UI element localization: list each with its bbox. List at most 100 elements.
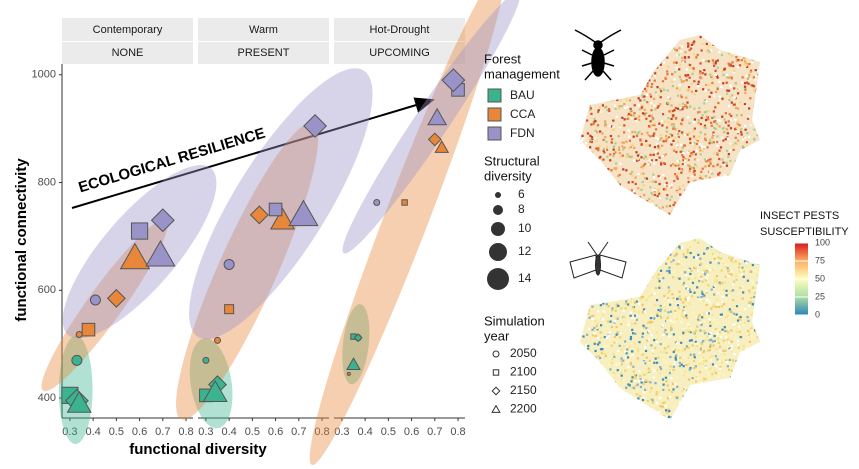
map-pixel: [624, 356, 627, 359]
map-pixel: [659, 133, 663, 137]
map-pixel: [676, 304, 680, 307]
map-pixel: [586, 101, 589, 104]
map-pixel: [715, 305, 718, 309]
map-pixel: [728, 347, 731, 350]
map-pixel: [740, 205, 743, 208]
map-pixel: [681, 119, 684, 122]
map-pixel: [703, 102, 706, 105]
map-pixel: [722, 303, 726, 306]
map-pixel: [713, 192, 716, 195]
map-pixel: [610, 299, 613, 302]
map-pixel: [741, 285, 745, 288]
map-pixel: [615, 35, 618, 36]
map-pixel: [741, 234, 743, 236]
map-pixel: [658, 238, 661, 239]
map-pixel: [580, 50, 582, 53]
colorbar-label: 25: [815, 291, 825, 301]
map-pixel: [649, 390, 652, 393]
map-pixel: [584, 304, 588, 307]
map-pixel: [744, 391, 747, 394]
colorbar-label: 75: [815, 255, 825, 265]
map-pixel: [679, 50, 682, 53]
map-pixel: [608, 125, 611, 128]
map-pixel: [728, 44, 731, 47]
map-pixel: [734, 365, 737, 368]
map-pixel: [643, 52, 646, 55]
map-pixel: [750, 184, 753, 187]
map-pixel: [627, 129, 630, 132]
map-pixel: [613, 167, 616, 170]
map-pixel: [666, 89, 669, 92]
map-pixel: [605, 190, 609, 193]
map-pixel: [703, 204, 707, 208]
map-pixel: [599, 110, 602, 113]
map-pixel: [710, 141, 713, 144]
map-pixel: [632, 370, 635, 373]
map-pixel: [640, 238, 643, 239]
map-pixel: [717, 376, 720, 379]
map-pixel: [655, 150, 658, 153]
map-pixel: [755, 274, 759, 277]
map-pixel: [722, 349, 725, 352]
map-pixel: [590, 397, 593, 400]
map-pixel: [630, 73, 633, 76]
map-pixel: [691, 175, 694, 178]
map-pixel: [664, 409, 668, 412]
map-pixel: [632, 135, 635, 138]
map-pixel: [649, 423, 651, 425]
map-pixel: [598, 187, 602, 191]
map-pixel: [645, 144, 648, 147]
map-pixel: [577, 294, 579, 296]
map-pixel: [690, 188, 693, 191]
map-pixel: [712, 165, 715, 168]
map-pixel: [733, 323, 736, 326]
map-pixel: [697, 315, 700, 318]
size-key: [491, 222, 505, 236]
map-pixel: [627, 114, 630, 117]
map-pixel: [600, 352, 604, 355]
map-pixel: [580, 255, 581, 258]
map-pixel: [755, 293, 758, 297]
map-pixel: [581, 377, 584, 380]
map-pixel: [665, 138, 668, 141]
map-pixel: [685, 213, 688, 215]
map-pixel: [681, 390, 684, 393]
map-pixel: [678, 364, 681, 368]
map-pixel: [642, 157, 646, 160]
map-pixel: [739, 286, 742, 289]
map-pixel: [620, 212, 623, 215]
strip-label: Contemporary: [93, 24, 163, 36]
map-pixel: [690, 269, 693, 272]
map-pixel: [704, 175, 707, 178]
map-pixel: [734, 275, 738, 278]
map-pixel: [597, 316, 600, 319]
map-pixel: [693, 173, 696, 176]
map-pixel: [696, 53, 699, 57]
map-pixel: [673, 349, 677, 352]
map-pixel: [659, 350, 662, 353]
map-pixel: [729, 375, 733, 379]
map-pixel: [589, 69, 592, 73]
map-pixel: [588, 279, 591, 283]
x-tick-label: 0.6: [268, 426, 283, 438]
map-pixel: [631, 143, 634, 147]
map-pixel: [610, 362, 613, 365]
map-pixel: [759, 117, 760, 121]
map-pixel: [665, 205, 668, 208]
map-pixel: [677, 297, 680, 300]
map-pixel: [739, 242, 743, 246]
map-pixel: [743, 85, 747, 88]
map-pixel: [736, 358, 739, 362]
map-pixel: [662, 418, 665, 420]
map-pixel: [682, 393, 686, 396]
map-pixel: [592, 282, 595, 286]
map-pixel: [734, 97, 737, 100]
map-pixel: [639, 290, 643, 293]
map-pixel: [633, 68, 637, 71]
map-pixel: [580, 122, 582, 126]
map-pixel: [659, 90, 663, 93]
map-pixel: [759, 352, 760, 355]
map-pixel: [747, 77, 750, 80]
map-pixel: [633, 235, 635, 237]
map-pixel: [641, 379, 644, 382]
